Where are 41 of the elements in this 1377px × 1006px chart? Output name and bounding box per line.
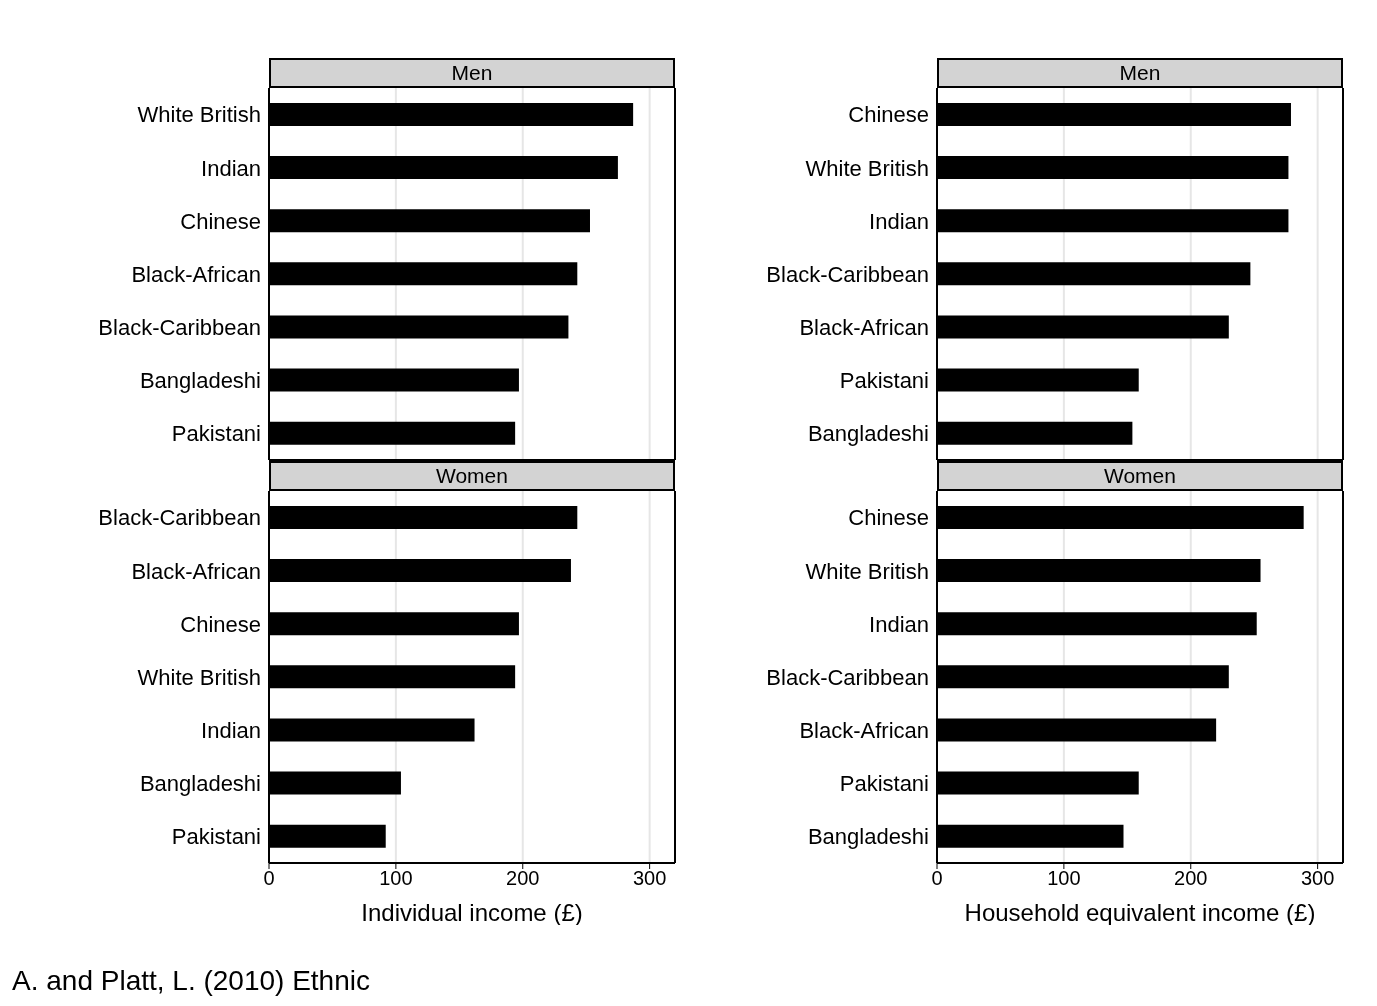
y-tick-label: Bangladeshi xyxy=(807,421,929,447)
y-tick-label: Black-African xyxy=(131,261,261,287)
y-tick-label: Chinese xyxy=(848,102,929,128)
y-tick-label: Bangladeshi xyxy=(139,368,261,394)
y-tick-label: Bangladeshi xyxy=(139,771,261,797)
y-tick-label: White British xyxy=(137,102,261,128)
y-tick-label: Black-African xyxy=(131,558,261,584)
y-tick-label: Black-Caribbean xyxy=(98,505,261,531)
chart-title: Men xyxy=(937,58,1343,88)
y-tick-label: Black-African xyxy=(799,314,929,340)
y-tick-label: Black-Caribbean xyxy=(766,664,929,690)
y-tick-label: Indian xyxy=(869,611,929,637)
y-tick-label: Pakistani xyxy=(171,824,261,850)
y-tick-label: Indian xyxy=(201,155,261,181)
x-tick-label: 300 xyxy=(632,867,667,890)
x-tick-label: 200 xyxy=(1174,867,1208,890)
y-tick-label: Indian xyxy=(869,208,929,234)
y-tick-label: White British xyxy=(805,558,929,584)
x-tick-label: 100 xyxy=(379,867,413,890)
chart-title: Men xyxy=(269,58,675,88)
y-tick-label: Pakistani xyxy=(839,368,929,394)
y-tick-label: White British xyxy=(137,664,261,690)
y-tick-label: Chinese xyxy=(848,505,929,531)
x-tick-label: 200 xyxy=(506,867,540,890)
y-tick-label: White British xyxy=(805,155,929,181)
y-tick-label: Chinese xyxy=(180,611,261,637)
chart-title: Women xyxy=(269,461,675,491)
chart-title: Women xyxy=(937,461,1343,491)
y-tick-label: Black-African xyxy=(799,717,929,743)
y-tick-label: Pakistani xyxy=(839,771,929,797)
y-tick-label: Pakistani xyxy=(171,421,261,447)
x-tick-label: 100 xyxy=(1047,867,1081,890)
y-tick-label: Bangladeshi xyxy=(807,824,929,850)
y-tick-label: Black-Caribbean xyxy=(766,261,929,287)
x-tick-label: 300 xyxy=(1300,867,1335,890)
text: A. and Platt, L. (2010) Ethnic xyxy=(12,965,370,997)
x-tick-label: 0 xyxy=(263,867,275,890)
y-tick-label: Indian xyxy=(201,717,261,743)
y-tick-label: Black-Caribbean xyxy=(98,314,261,340)
y-tick-label: Chinese xyxy=(180,208,261,234)
x-tick-label: 0 xyxy=(931,867,943,890)
